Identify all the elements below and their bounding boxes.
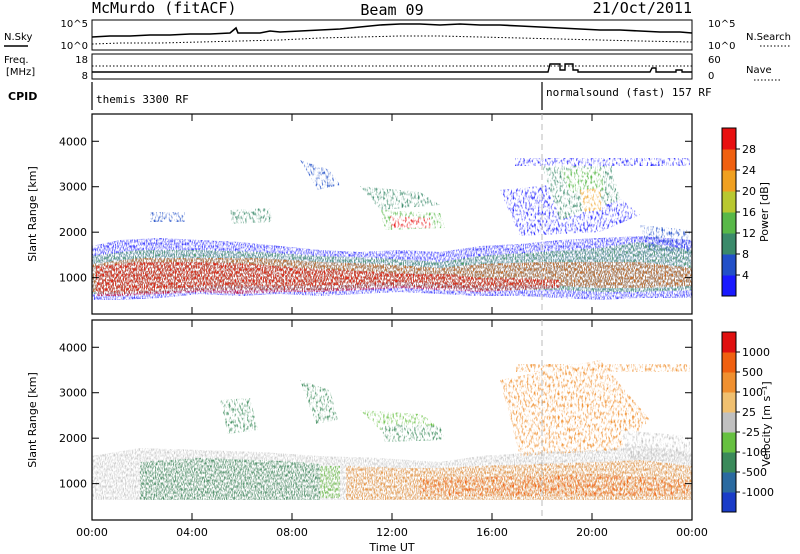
cpid-segment-2: normalsound (fast) 157 RF: [546, 86, 712, 99]
velocity-lightgreen-block: [320, 466, 340, 498]
velocity-xtick-label: 16:00: [476, 526, 508, 539]
power-y-axis: 1000 2000 3000 4000: [59, 135, 692, 285]
velocity-panel: 1000 2000 3000 4000 00:00 04:00 08:00 12:00 16:…: [26, 319, 708, 554]
power-sparse-echoes: [150, 158, 690, 252]
power-colorbar-tick-label: 12: [742, 227, 756, 240]
velocity-colorbar-swatch: [722, 352, 736, 373]
power-colorbar-tick-label: 8: [742, 248, 749, 261]
power-ytick-label: 4000: [59, 135, 87, 148]
velocity-xlabel: Time UT: [368, 541, 414, 554]
velocity-x-axis: 00:00 04:00 08:00 12:00 16:00 20:00 00:00: [76, 320, 708, 539]
velocity-colorbar-swatch: [722, 492, 736, 513]
power-ytick-label: 3000: [59, 181, 87, 194]
velocity-colorbar-tick-label: 500: [742, 366, 763, 379]
velocity-colorbar-tick-label: -100: [742, 446, 767, 459]
power-colorbar-swatch: [722, 275, 736, 297]
noise-right-tick-high: 10^5: [708, 19, 735, 30]
power-colorbar-swatch: [722, 170, 736, 192]
velocity-colorbar-tick-label: 25: [742, 406, 756, 419]
velocity-xtick-label: 00:00: [76, 526, 108, 539]
velocity-colorbar-swatch: [722, 412, 736, 433]
power-x-ticks: [91, 114, 693, 314]
nave-line: [92, 63, 692, 73]
nave-label: Nave: [746, 65, 772, 76]
velocity-colorbar: Velocity [m s⁻¹] 1000 500 100 25 -25 -100 -500…: [721, 331, 774, 513]
noise-sky-label: N.Sky: [4, 32, 32, 43]
velocity-red-speckles: [420, 474, 690, 496]
velocity-y-axis: 1000 2000 3000 4000: [59, 341, 692, 491]
beam-title: Beam 09: [360, 1, 423, 19]
velocity-ytick-label: 1000: [59, 478, 87, 491]
velocity-xtick-label: 04:00: [176, 526, 208, 539]
velocity-green-block: [140, 458, 320, 500]
power-panel: 1000 2000 3000 4000 Slant Range [km]: [26, 113, 693, 315]
nave-tick-low: 0: [708, 71, 714, 82]
date-title: 21/Oct/2011: [593, 0, 692, 17]
noise-left-tick-low: 10^0: [61, 41, 88, 52]
velocity-colorbar-swatch: [722, 472, 736, 493]
power-colorbar: Power [dB] 28 24 20 16 12 8 4: [721, 127, 771, 297]
velocity-colorbar-swatch: [722, 452, 736, 473]
velocity-colorbar-swatch: [722, 432, 736, 453]
noise-right-tick-low: 10^0: [708, 41, 735, 52]
power-colorbar-swatch: [722, 233, 736, 255]
power-colorbar-tick-label: 28: [742, 143, 756, 156]
station-title: McMurdo (fitACF): [92, 0, 237, 17]
power-colorbar-tick-label: 24: [742, 164, 756, 177]
velocity-ytick-label: 4000: [59, 341, 87, 354]
velocity-xtick-label: 08:00: [276, 526, 308, 539]
noise-search-line: [91, 35, 693, 45]
power-colorbar-label: Power [dB]: [758, 182, 771, 242]
velocity-ytick-label: 2000: [59, 432, 87, 445]
power-ytick-label: 2000: [59, 226, 87, 239]
velocity-xtick-label: 12:00: [376, 526, 408, 539]
power-colorbar-swatch: [722, 254, 736, 276]
noise-left-tick-high: 10^5: [61, 19, 88, 30]
velocity-xtick-label: 20:00: [576, 526, 608, 539]
velocity-ylabel: Slant Range [km]: [26, 372, 39, 468]
power-colorbar-tick-label: 16: [742, 206, 756, 219]
power-colorbar-swatch: [722, 191, 736, 213]
noise-search-label: N.Search: [746, 32, 791, 43]
velocity-colorbar-tick-label: -1000: [742, 486, 774, 499]
velocity-xtick-label: 00:00: [676, 526, 708, 539]
freq-label-line1: Freq.: [4, 55, 29, 66]
freq-tick-low: 8: [82, 71, 88, 82]
freq-tick-high: 18: [75, 55, 88, 66]
power-peak-band: [96, 262, 560, 296]
velocity-colorbar-tick-label: 1000: [742, 346, 770, 359]
cpid-row: CPID themis 3300 RF normalsound (fast) 1…: [8, 82, 712, 110]
velocity-colorbar-swatch: [722, 372, 736, 393]
nave-tick-high: 60: [708, 55, 721, 66]
velocity-colorbar-swatch: [722, 332, 736, 353]
cpid-label: CPID: [8, 90, 37, 103]
velocity-colorbar-tick-label: -500: [742, 466, 767, 479]
velocity-colorbar-swatch: [722, 392, 736, 413]
velocity-colorbar-label: Velocity [m s⁻¹]: [760, 381, 773, 466]
power-colorbar-swatch: [722, 128, 736, 150]
velocity-colorbar-tick-label: 100: [742, 386, 763, 399]
power-colorbar-swatch: [722, 149, 736, 171]
power-colorbar-swatch: [722, 212, 736, 234]
power-ytick-label: 1000: [59, 272, 87, 285]
frequency-panel: Freq. [MHz] 18 8 60 0 Nave: [4, 53, 780, 82]
noise-sky-line: [91, 23, 693, 38]
power-ylabel: Slant Range [km]: [26, 166, 39, 262]
noise-panel: N.Sky N.Search 10^5 10^0 10^5 10^0: [4, 19, 791, 52]
power-colorbar-tick-label: 20: [742, 185, 756, 198]
cpid-segment-1: themis 3300 RF: [96, 93, 189, 106]
velocity-colorbar-tick-label: -25: [742, 426, 760, 439]
power-colorbar-tick-label: 4: [742, 269, 749, 282]
freq-label-line2: [MHz]: [6, 67, 35, 78]
velocity-ytick-label: 3000: [59, 387, 87, 400]
